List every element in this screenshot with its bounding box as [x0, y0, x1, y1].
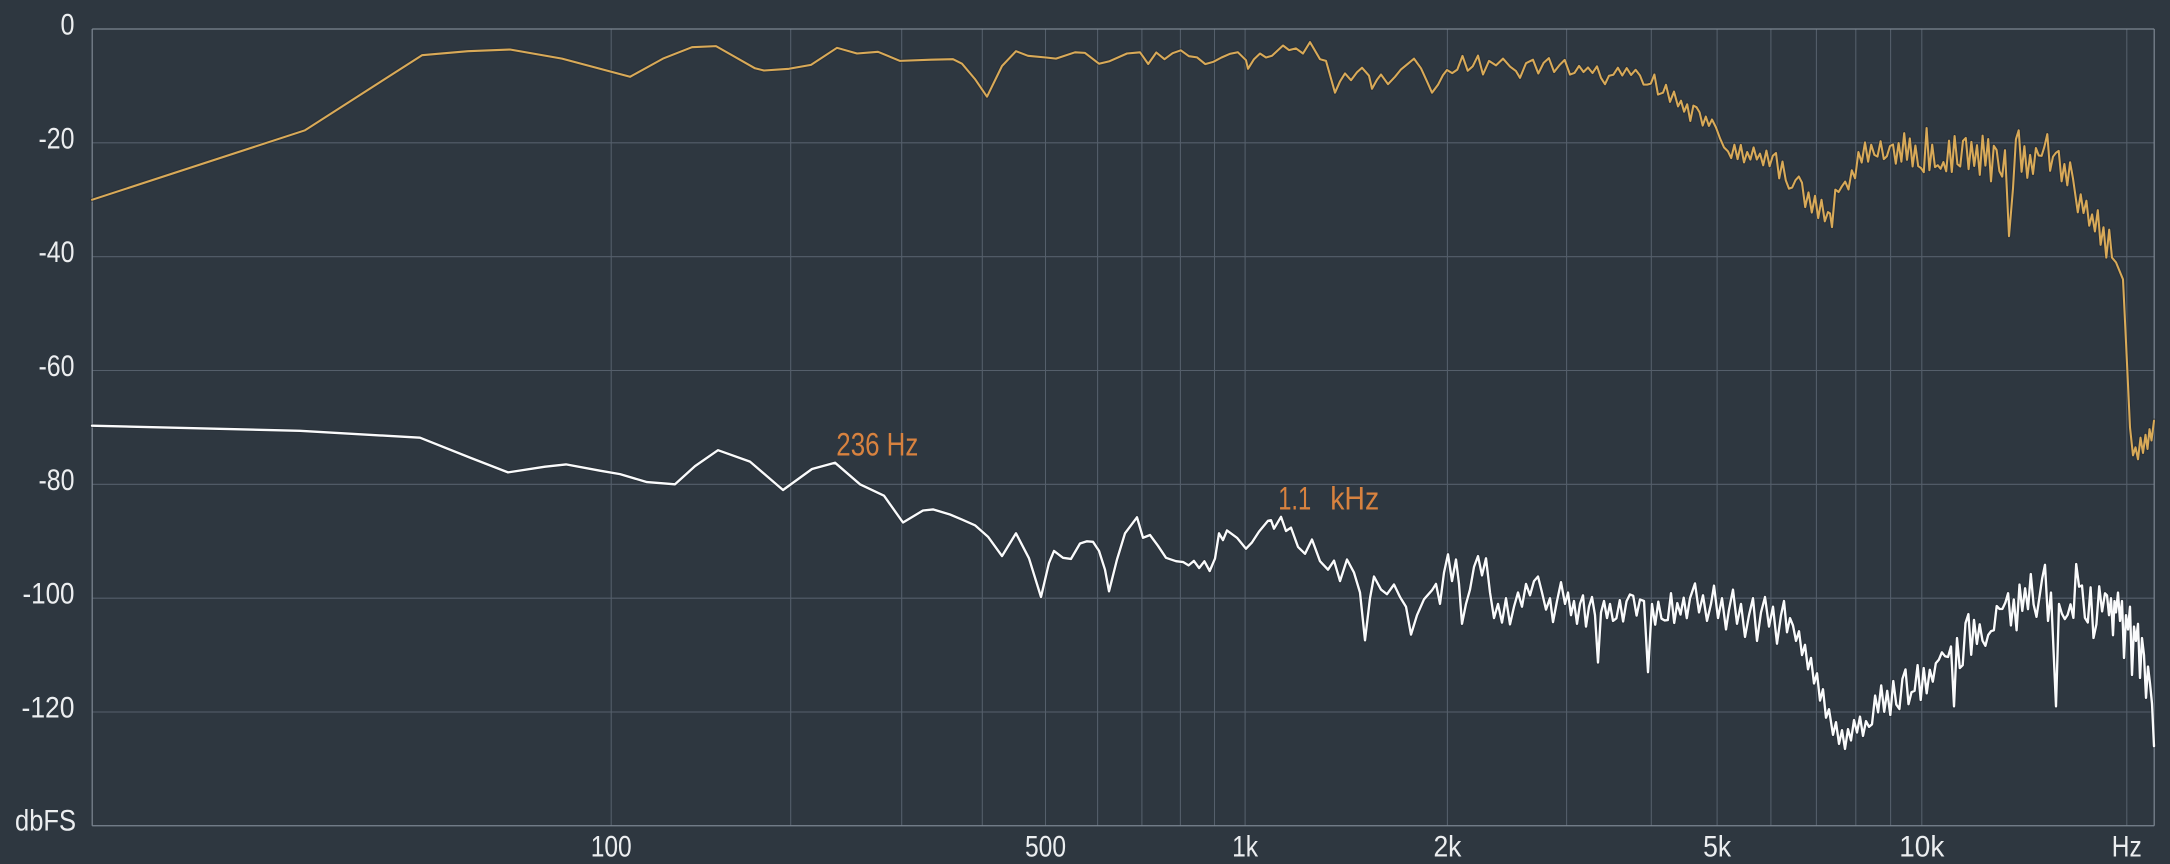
svg-text:-120: -120: [22, 692, 75, 725]
svg-text:5k: 5k: [1703, 831, 1732, 864]
svg-text:2k: 2k: [1433, 831, 1462, 864]
svg-text:-80: -80: [39, 464, 75, 497]
svg-text:500: 500: [1025, 831, 1066, 864]
svg-text:0: 0: [61, 9, 75, 42]
svg-text:dbFS: dbFS: [15, 804, 76, 837]
svg-text:-40: -40: [39, 236, 75, 269]
svg-text:-20: -20: [39, 122, 75, 155]
svg-text:100: 100: [591, 831, 632, 864]
svg-text:Hz: Hz: [2112, 831, 2142, 864]
svg-text:kHz: kHz: [1330, 481, 1379, 517]
svg-text:236 Hz: 236 Hz: [836, 427, 918, 463]
svg-text:-60: -60: [39, 350, 75, 383]
svg-text:10k: 10k: [1899, 831, 1945, 864]
svg-text:-100: -100: [23, 578, 75, 611]
svg-text:1.1: 1.1: [1278, 481, 1311, 517]
svg-text:1k: 1k: [1232, 831, 1259, 864]
